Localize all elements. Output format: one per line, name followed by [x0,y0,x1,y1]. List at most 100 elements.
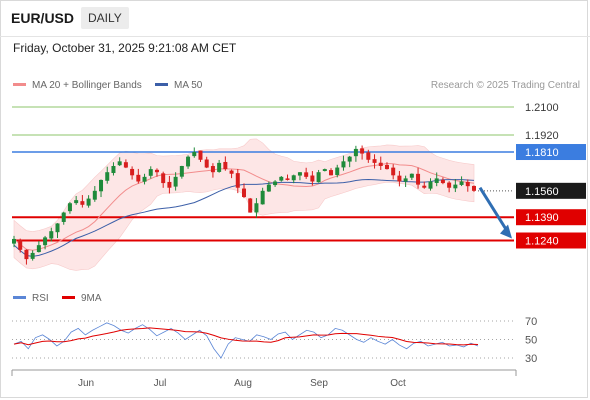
candle-body [173,176,178,187]
level-label-1-2100: 1.2100 [525,102,559,114]
candle-body [360,148,365,154]
candle-body [453,184,458,189]
candle-body [154,169,159,173]
candle-body [434,178,439,183]
ma20-swatch [13,82,26,86]
candle-body [61,212,66,222]
timeframe-badge[interactable]: DAILY [81,7,129,29]
candle-body [136,174,141,182]
candle-body [179,165,184,177]
ma50-swatch [155,82,168,86]
level-label-1-1920: 1.1920 [525,130,559,142]
candle-body [310,175,315,182]
candle-body [335,167,340,175]
candle-body [80,201,85,205]
legend-9ma: 9MA [62,293,102,304]
candle-body [304,172,309,177]
ma20-line [13,163,475,251]
bollinger-band [13,138,475,271]
candle-body [117,161,122,166]
candle-body [291,175,296,181]
candle-body [416,173,421,185]
candle-body [210,166,215,173]
candle-body [465,181,470,187]
candle-body [428,181,433,189]
chart-header: EUR/USD DAILY [0,0,590,36]
x-axis-label-jul: Jul [154,378,167,389]
candle-body [422,185,427,188]
candle-body [217,162,222,172]
candle-body [347,156,352,162]
candle-body [254,203,259,213]
candle-body [260,190,265,205]
candle-body [130,168,135,176]
candle-body [372,159,377,163]
candle-body [161,173,166,184]
candle-body [440,179,445,184]
rsi-9ma-line [13,327,479,346]
level-tag-1-1810 [516,144,586,161]
9ma-swatch [62,295,75,299]
candle-body [49,231,54,239]
candle-body [316,172,321,183]
research-credit: Research © 2025 Trading Central [430,80,580,91]
candle-body [99,179,104,192]
candle-body [111,165,116,174]
candle-body [397,175,402,182]
candle-body [353,148,358,157]
x-axis-label-aug: Aug [234,378,252,389]
candle-body [229,170,234,174]
level-tag-1-1390 [516,209,586,226]
candle-body [403,178,408,182]
candle-body [409,173,414,178]
candle-body [266,184,271,192]
candle-body [322,169,327,172]
candle-body [204,159,209,168]
rsi-tick-label: 30 [525,353,537,365]
legend-ma20: MA 20 + Bollinger Bands [13,80,142,91]
candle-body [329,170,334,176]
x-axis-label-jun: Jun [78,378,94,389]
forecast-arrow-shaft [478,186,510,234]
rsi-line [13,322,479,359]
x-axis-label-oct: Oct [390,378,406,389]
header-divider [0,36,590,37]
legend-9ma-label: 9MA [81,293,102,304]
candle-body [447,182,452,188]
candle-body [167,181,172,188]
candle-body [24,249,29,260]
candle-body [18,240,23,250]
candle-body [55,223,60,233]
candle-body [459,181,464,185]
level-tag-1-1240 [516,232,586,249]
candle-body [285,178,290,180]
level-label-1-1390: 1.1390 [525,212,559,224]
rsi-tick-label: 50 [525,335,537,347]
candle-body [297,172,302,176]
candle-body [86,198,91,206]
candle-body [472,185,476,191]
candle-body [198,150,203,160]
candle-body [74,200,79,204]
candle-body [12,238,16,244]
legend-rsi: RSI [13,293,49,304]
candle-body [92,190,97,200]
legend-ma50: MA 50 [155,80,202,91]
legend-ma20-label: MA 20 + Bollinger Bands [32,80,142,91]
legend-rsi-label: RSI [32,293,49,304]
forecast-arrow-head [500,224,512,239]
candle-body [384,164,389,170]
candle-body [105,172,110,181]
candle-body [341,161,346,168]
level-label-1-1560: 1.1560 [525,186,559,198]
candle-body [123,162,128,168]
candle-body [391,167,396,176]
rsi-tick-label: 70 [525,316,537,328]
symbol-label: EUR/USD [11,10,75,26]
legend-ma50-label: MA 50 [174,80,203,91]
candle-body [366,152,371,160]
level-label-1-1810: 1.1810 [525,147,559,159]
x-axis-label-sep: Sep [310,378,328,389]
